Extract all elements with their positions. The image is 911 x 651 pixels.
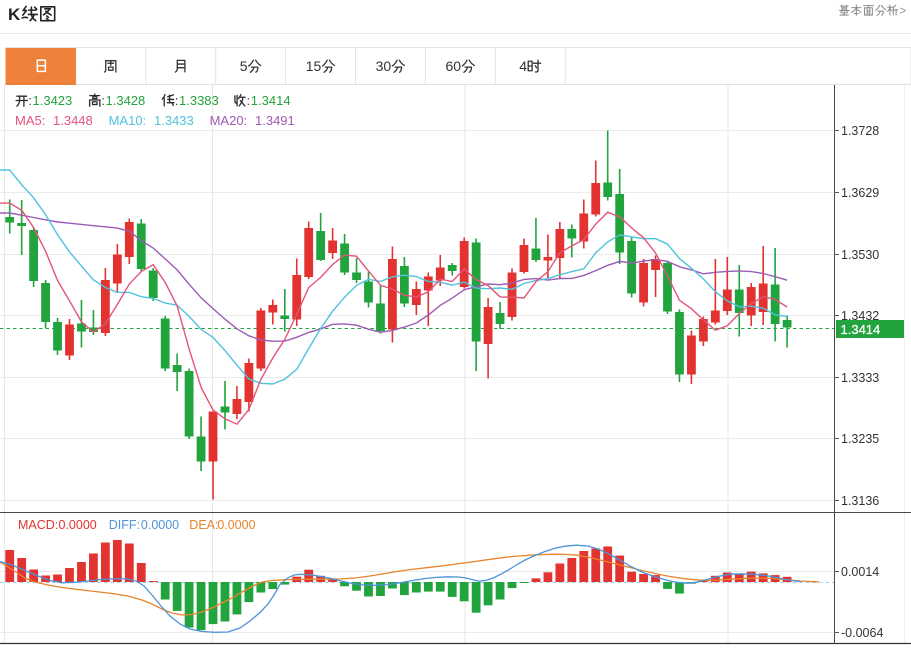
svg-text:5: 5 bbox=[240, 58, 248, 74]
svg-text:0.0000: 0.0000 bbox=[59, 518, 97, 532]
svg-text:30: 30 bbox=[376, 58, 392, 74]
svg-text:0.0000: 0.0000 bbox=[217, 518, 255, 532]
svg-text:K: K bbox=[8, 5, 21, 24]
svg-text::: : bbox=[28, 93, 32, 108]
svg-text:15: 15 bbox=[306, 58, 322, 74]
svg-text::: : bbox=[247, 93, 251, 108]
svg-text:0.0000: 0.0000 bbox=[141, 518, 179, 532]
svg-text:DEA:: DEA: bbox=[189, 518, 218, 532]
svg-text:1.3383: 1.3383 bbox=[179, 93, 219, 108]
svg-text:0.0014: 0.0014 bbox=[841, 565, 879, 579]
svg-text:1.3136: 1.3136 bbox=[841, 494, 879, 508]
svg-text:60: 60 bbox=[446, 58, 462, 74]
svg-text::: : bbox=[175, 93, 179, 108]
svg-text:1.3414: 1.3414 bbox=[841, 322, 881, 337]
svg-text:1.3235: 1.3235 bbox=[841, 432, 879, 446]
svg-text:1.3728: 1.3728 bbox=[841, 124, 879, 138]
svg-text:1.3423: 1.3423 bbox=[33, 93, 73, 108]
svg-text:MACD:: MACD: bbox=[18, 518, 58, 532]
svg-text:1.3530: 1.3530 bbox=[841, 248, 879, 262]
svg-text:MA10:: MA10: bbox=[109, 113, 147, 128]
svg-text:1.3333: 1.3333 bbox=[841, 371, 879, 385]
svg-text::: : bbox=[101, 93, 105, 108]
svg-text:1.3432: 1.3432 bbox=[841, 309, 879, 323]
svg-text:1.3629: 1.3629 bbox=[841, 186, 879, 200]
svg-text:-0.0064: -0.0064 bbox=[841, 626, 883, 640]
svg-text:1.3433: 1.3433 bbox=[154, 113, 194, 128]
svg-text:1.3491: 1.3491 bbox=[255, 113, 295, 128]
svg-text:>: > bbox=[900, 6, 907, 18]
svg-text:1.3414: 1.3414 bbox=[251, 93, 291, 108]
svg-text:MA20:: MA20: bbox=[210, 113, 248, 128]
svg-text:1.3428: 1.3428 bbox=[106, 93, 146, 108]
svg-text:MA5:: MA5: bbox=[15, 113, 45, 128]
svg-text:4: 4 bbox=[519, 58, 527, 74]
svg-text:DIFF:: DIFF: bbox=[109, 518, 140, 532]
svg-text:1.3448: 1.3448 bbox=[53, 113, 93, 128]
